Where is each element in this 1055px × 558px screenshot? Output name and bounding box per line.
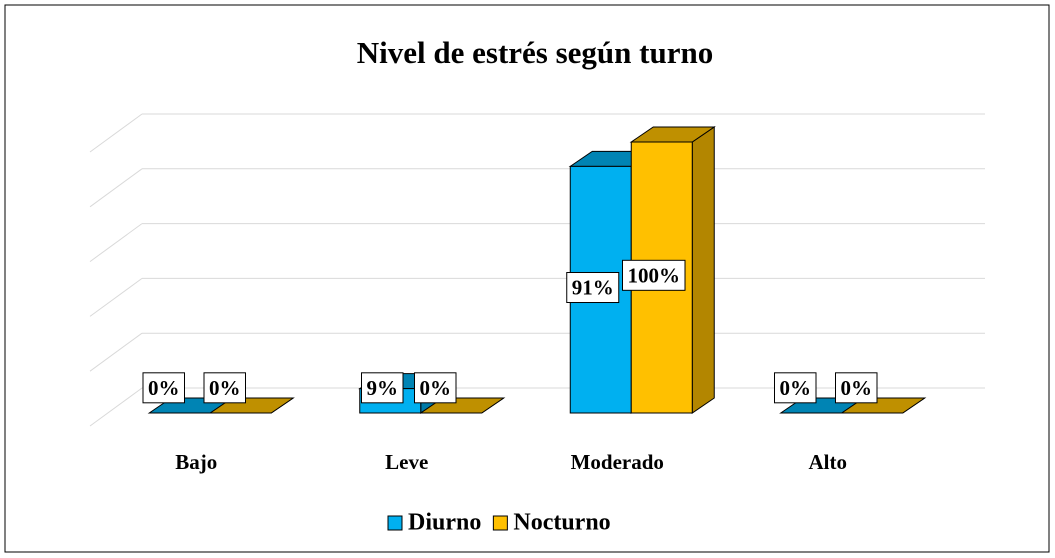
x-tick-label: Leve bbox=[385, 450, 428, 474]
legend-label: Diurno bbox=[408, 510, 481, 536]
bar-side bbox=[691, 126, 715, 414]
data-label-box bbox=[414, 372, 457, 404]
data-label-box bbox=[622, 259, 686, 291]
grid-line bbox=[89, 113, 143, 153]
grid-line bbox=[89, 168, 143, 208]
legend-swatch bbox=[387, 515, 403, 531]
data-label-box bbox=[566, 272, 620, 304]
data-label: 0% bbox=[780, 376, 812, 400]
x-tick-label: Moderado bbox=[571, 450, 664, 474]
legend-label: Nocturno bbox=[513, 510, 610, 536]
data-label: 91% bbox=[572, 276, 614, 300]
data-label-box bbox=[203, 372, 246, 404]
x-tick-label: Alto bbox=[809, 450, 848, 474]
data-label-box bbox=[835, 372, 878, 404]
x-tick-label: Bajo bbox=[175, 450, 217, 474]
data-label: 0% bbox=[841, 376, 873, 400]
data-label-box bbox=[361, 372, 404, 404]
legend-swatch bbox=[492, 515, 508, 531]
data-label: 9% bbox=[367, 376, 399, 400]
data-label-box bbox=[142, 372, 185, 404]
grid-line bbox=[89, 332, 143, 372]
grid-line bbox=[89, 387, 143, 427]
grid-line bbox=[89, 277, 143, 317]
data-label: 0% bbox=[209, 376, 241, 400]
grid-line bbox=[89, 223, 143, 263]
data-label: 0% bbox=[420, 376, 452, 400]
data-label: 0% bbox=[148, 376, 180, 400]
data-label-box bbox=[774, 372, 817, 404]
chart-title: Nivel de estrés según turno bbox=[357, 35, 713, 70]
data-label: 100% bbox=[628, 263, 681, 287]
